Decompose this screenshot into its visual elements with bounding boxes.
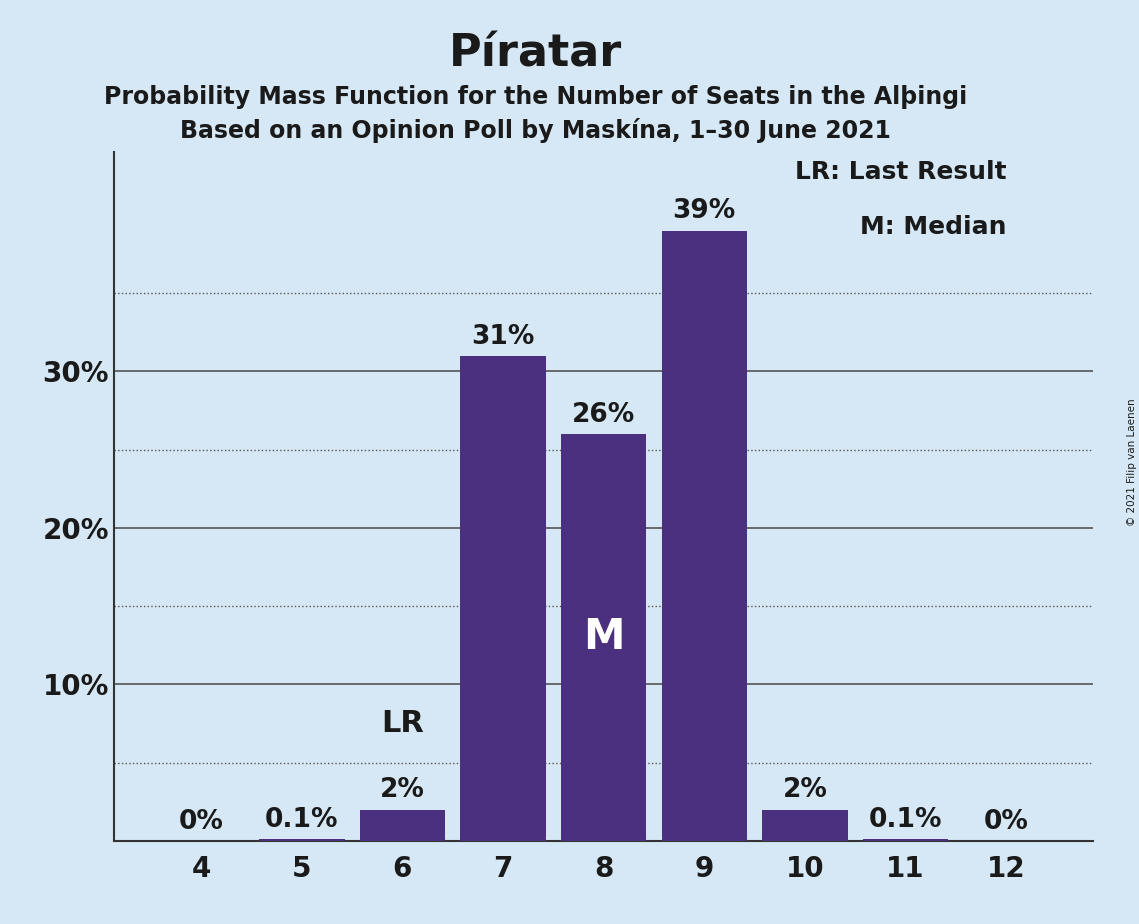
Text: 0%: 0%	[984, 808, 1029, 834]
Text: 0%: 0%	[179, 808, 223, 834]
Text: M: M	[583, 616, 624, 659]
Bar	[862, 839, 949, 841]
Text: Based on an Opinion Poll by Maskína, 1–30 June 2021: Based on an Opinion Poll by Maskína, 1–3…	[180, 118, 891, 143]
Text: Píratar: Píratar	[449, 32, 622, 76]
Text: 2%: 2%	[380, 777, 425, 803]
Bar	[662, 231, 747, 841]
Text: 39%: 39%	[673, 199, 736, 225]
Text: LR: Last Result: LR: Last Result	[795, 160, 1006, 184]
Bar	[460, 356, 546, 841]
Bar	[762, 809, 847, 841]
Text: Probability Mass Function for the Number of Seats in the Alþingi: Probability Mass Function for the Number…	[104, 85, 967, 109]
Text: 2%: 2%	[782, 777, 827, 803]
Text: © 2021 Filip van Laenen: © 2021 Filip van Laenen	[1126, 398, 1137, 526]
Text: 0.1%: 0.1%	[869, 807, 942, 833]
Bar	[560, 434, 647, 841]
Bar	[360, 809, 445, 841]
Text: 0.1%: 0.1%	[265, 807, 338, 833]
Text: 26%: 26%	[572, 402, 636, 428]
Text: LR: LR	[380, 709, 424, 738]
Text: 31%: 31%	[472, 323, 534, 349]
Text: M: Median: M: Median	[860, 215, 1006, 239]
Bar	[259, 839, 345, 841]
